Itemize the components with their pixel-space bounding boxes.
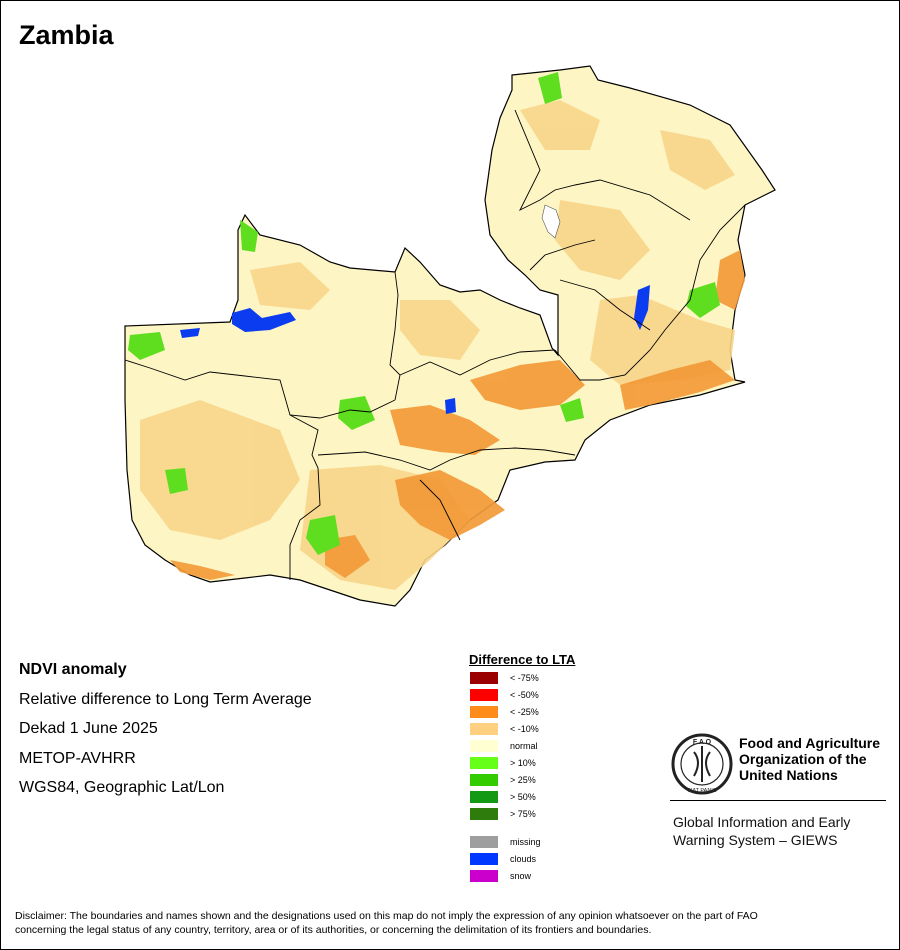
legend-swatch xyxy=(470,672,498,684)
fao-name-line-3: United Nations xyxy=(739,767,838,783)
svg-text:F A O: F A O xyxy=(693,739,712,746)
map-info: NDVI anomaly Relative difference to Long… xyxy=(19,655,312,803)
info-heading: NDVI anomaly xyxy=(19,661,127,678)
info-line-4: WGS84, Geographic Lat/Lon xyxy=(19,779,225,796)
cloud-patches xyxy=(180,285,650,414)
legend-item: < -75% xyxy=(470,672,590,686)
legend-title: Difference to LTA xyxy=(469,652,576,667)
info-line-3: METOP-AVHRR xyxy=(19,749,136,767)
fao-name: Food and Agriculture Organization of the… xyxy=(739,735,880,783)
legend-item: normal xyxy=(470,740,590,754)
map-title: Zambia xyxy=(19,20,114,50)
legend-item: > 50% xyxy=(470,791,590,805)
legend-swatch xyxy=(470,689,498,701)
giews-line-2: Warning System – GIEWS xyxy=(673,832,838,848)
legend-swatch xyxy=(470,870,498,882)
anomaly-above-10 xyxy=(128,72,720,555)
legend-item: < -50% xyxy=(470,689,590,703)
legend-item: > 75% xyxy=(470,808,590,822)
legend-swatch xyxy=(470,757,498,769)
info-line-1: Relative difference to Long Term Average xyxy=(19,690,312,708)
fao-logo-icon: F A O FIAT PANIS xyxy=(671,733,733,795)
disclaimer: Disclaimer: The boundaries and names sho… xyxy=(15,909,885,937)
province-boundaries xyxy=(124,109,746,580)
anomaly-below-10 xyxy=(140,100,735,590)
legend-label: < -50% xyxy=(510,690,539,700)
legend-item-snow: snow xyxy=(470,870,590,884)
legend-label: missing xyxy=(510,837,541,847)
fao-name-line-1: Food and Agriculture xyxy=(739,735,881,751)
lake-mweru-wantipa xyxy=(541,204,561,239)
legend-label: > 75% xyxy=(510,809,536,819)
legend-swatch xyxy=(470,706,498,718)
legend-swatch xyxy=(470,808,498,820)
legend-item: < -10% xyxy=(470,723,590,737)
giews-line-1: Global Information and Early xyxy=(673,814,851,830)
legend-label: > 10% xyxy=(510,758,536,768)
legend-label: < -10% xyxy=(510,724,539,734)
disclaimer-line-1: Disclaimer: The boundaries and names sho… xyxy=(15,910,758,922)
legend-label: < -75% xyxy=(510,673,539,683)
info-line-2: Dekad 1 June 2025 xyxy=(19,720,158,737)
legend-label: > 50% xyxy=(510,792,536,802)
fao-name-line-2: Organization of the xyxy=(739,751,867,767)
legend-swatch xyxy=(470,853,498,865)
legend-label: > 25% xyxy=(510,775,536,785)
legend-label: clouds xyxy=(510,854,537,864)
giews-name: Global Information and Early Warning Sys… xyxy=(673,813,850,849)
ndvi-anomaly-map xyxy=(124,65,776,607)
legend-item: < -25% xyxy=(470,706,590,720)
disclaimer-line-2: concerning the legal status of any count… xyxy=(15,924,652,936)
legend-swatch xyxy=(470,723,498,735)
legend-swatch xyxy=(470,740,498,752)
legend-swatch xyxy=(470,791,498,803)
legend-swatch xyxy=(470,836,498,848)
legend-label: normal xyxy=(510,741,538,751)
legend-label: snow xyxy=(510,871,532,881)
legend-item-clouds: clouds xyxy=(470,853,590,867)
legend-item: > 25% xyxy=(470,774,590,788)
legend-swatch xyxy=(470,774,498,786)
svg-text:FIAT PANIS: FIAT PANIS xyxy=(687,788,716,794)
legend-item: > 10% xyxy=(470,757,590,771)
legend-label: < -25% xyxy=(510,707,539,717)
legend-item-missing: missing xyxy=(470,836,590,850)
fao-divider xyxy=(670,800,886,801)
